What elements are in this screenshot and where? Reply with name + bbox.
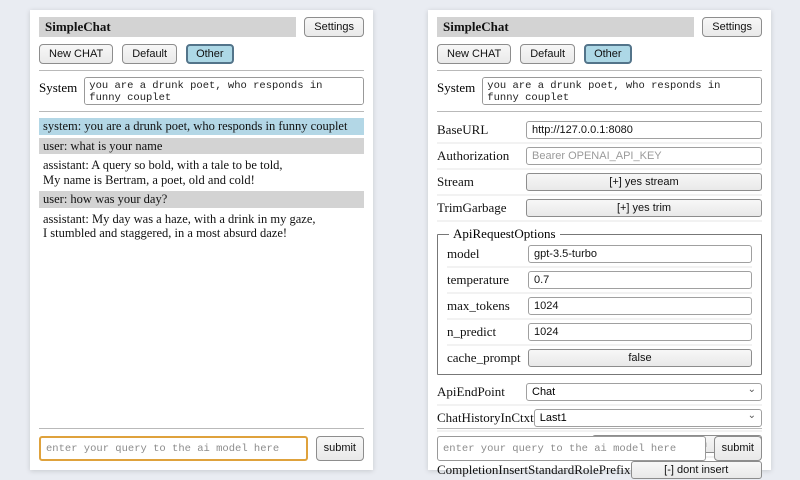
titlebar: SimpleChat (437, 17, 695, 37)
chat-message-assistant: assistant: My day was a haze, with a dri… (43, 211, 316, 241)
divider (437, 70, 762, 72)
settings-button[interactable]: Settings (304, 17, 364, 37)
system-prompt-row: System you are a drunk poet, who respond… (39, 77, 364, 106)
setting-label: cache_prompt (447, 350, 521, 366)
tab-other[interactable]: Other (186, 44, 234, 65)
setting-row-model: model (447, 242, 752, 269)
setting-label: TrimGarbage (437, 200, 507, 216)
settings-header: SimpleChat Settings (437, 17, 762, 37)
chevron-down-icon: ⌄ (747, 410, 756, 422)
chat-message-user: user: what is your name (39, 137, 364, 155)
query-input[interactable] (437, 436, 706, 461)
setting-row-completioninsertstandardroleprefix: CompletionInsertStandardRolePrefix [-] d… (437, 458, 762, 480)
setting-row-authorization: Authorization (437, 144, 762, 171)
tab-default[interactable]: Default (122, 44, 178, 65)
app-title: SimpleChat (443, 19, 509, 34)
setting-label: Stream (437, 174, 474, 190)
stream-toggle-button[interactable]: [+] yes stream (526, 173, 762, 192)
system-prompt-textarea[interactable]: you are a drunk poet, who responds in fu… (84, 77, 364, 106)
app-title: SimpleChat (45, 19, 111, 34)
submit-button[interactable]: submit (713, 436, 762, 461)
setting-row-cache-prompt: cache_prompt false (447, 346, 752, 370)
system-label: System (39, 80, 78, 96)
setting-row-max-tokens: max_tokens (447, 294, 752, 321)
setting-label: n_predict (447, 324, 497, 340)
select-value: Last1 (539, 412, 567, 425)
tab-other[interactable]: Other (584, 44, 632, 65)
session-tabs: New CHAT Default Other (39, 44, 364, 65)
chevron-down-icon: ⌄ (747, 384, 756, 396)
divider (39, 111, 364, 113)
setting-label: ApiEndPoint (437, 384, 505, 400)
setting-label: max_tokens (447, 298, 510, 314)
tab-default[interactable]: Default (520, 44, 576, 65)
api-request-options-fieldset: ApiRequestOptions model temperature max_… (437, 226, 762, 376)
authorization-input[interactable] (526, 147, 762, 166)
cache-prompt-toggle-button[interactable]: false (528, 349, 752, 368)
setting-label: CompletionInsertStandardRolePrefix (437, 462, 631, 478)
divider (39, 428, 364, 429)
divider (39, 70, 364, 72)
select-value: Chat (532, 386, 556, 399)
setting-row-temperature: temperature (447, 268, 752, 295)
query-input[interactable] (39, 436, 308, 461)
chat-message-list: system: you are a drunk poet, who respon… (39, 118, 364, 242)
completion-insert-role-prefix-toggle-button[interactable]: [-] dont insert (630, 461, 762, 480)
query-footer: submit (39, 428, 364, 461)
settings-panel: SimpleChat Settings New CHAT Default Oth… (428, 10, 771, 480)
query-footer: submit (437, 428, 762, 461)
session-tabs: New CHAT Default Other (437, 44, 762, 65)
api-endpoint-select[interactable]: Chat ⌄ (526, 383, 762, 402)
setting-row-chathistoryinctxt: ChatHistoryInCtxt Last1 ⌄ (437, 406, 762, 433)
fieldset-legend: ApiRequestOptions (453, 226, 556, 242)
query-row: submit (39, 436, 364, 461)
chat-message-assistant: assistant: A query so bold, with a tale … (43, 158, 283, 187)
chat-header: SimpleChat Settings (39, 17, 364, 37)
system-prompt-textarea[interactable]: you are a drunk poet, who responds in fu… (482, 77, 762, 106)
system-prompt-row: System you are a drunk poet, who respond… (437, 77, 762, 106)
model-input[interactable] (528, 245, 752, 264)
setting-row-stream: Stream [+] yes stream (437, 170, 762, 197)
setting-row-apiendpoint: ApiEndPoint Chat ⌄ (437, 380, 762, 407)
settings-button[interactable]: Settings (702, 17, 762, 37)
divider (437, 111, 762, 113)
divider (437, 428, 762, 429)
setting-label: Authorization (437, 148, 510, 164)
chat-message-user: user: how was your day? (39, 191, 364, 208)
temperature-input[interactable] (528, 271, 752, 290)
titlebar: SimpleChat (39, 17, 297, 37)
setting-row-baseurl: BaseURL (437, 118, 762, 145)
setting-label: temperature (447, 272, 510, 288)
chat-history-in-ctxt-select[interactable]: Last1 ⌄ (533, 409, 762, 428)
chat-panel: SimpleChat Settings New CHAT Default Oth… (30, 10, 373, 470)
setting-label: BaseURL (437, 122, 489, 138)
n-predict-input[interactable] (528, 323, 752, 342)
setting-row-n-predict: n_predict (447, 320, 752, 347)
baseurl-input[interactable] (526, 121, 762, 140)
system-label: System (437, 80, 476, 96)
new-chat-button[interactable]: New CHAT (437, 44, 512, 65)
setting-row-trimgarbage: TrimGarbage [+] yes trim (437, 196, 762, 223)
max-tokens-input[interactable] (528, 297, 752, 316)
submit-button[interactable]: submit (315, 436, 364, 461)
setting-label: model (447, 246, 480, 262)
chat-message-system: system: you are a drunk poet, who respon… (39, 118, 364, 135)
trimgarbage-toggle-button[interactable]: [+] yes trim (526, 199, 762, 218)
setting-label: ChatHistoryInCtxt (437, 410, 534, 426)
new-chat-button[interactable]: New CHAT (39, 44, 114, 65)
query-row: submit (437, 436, 762, 461)
